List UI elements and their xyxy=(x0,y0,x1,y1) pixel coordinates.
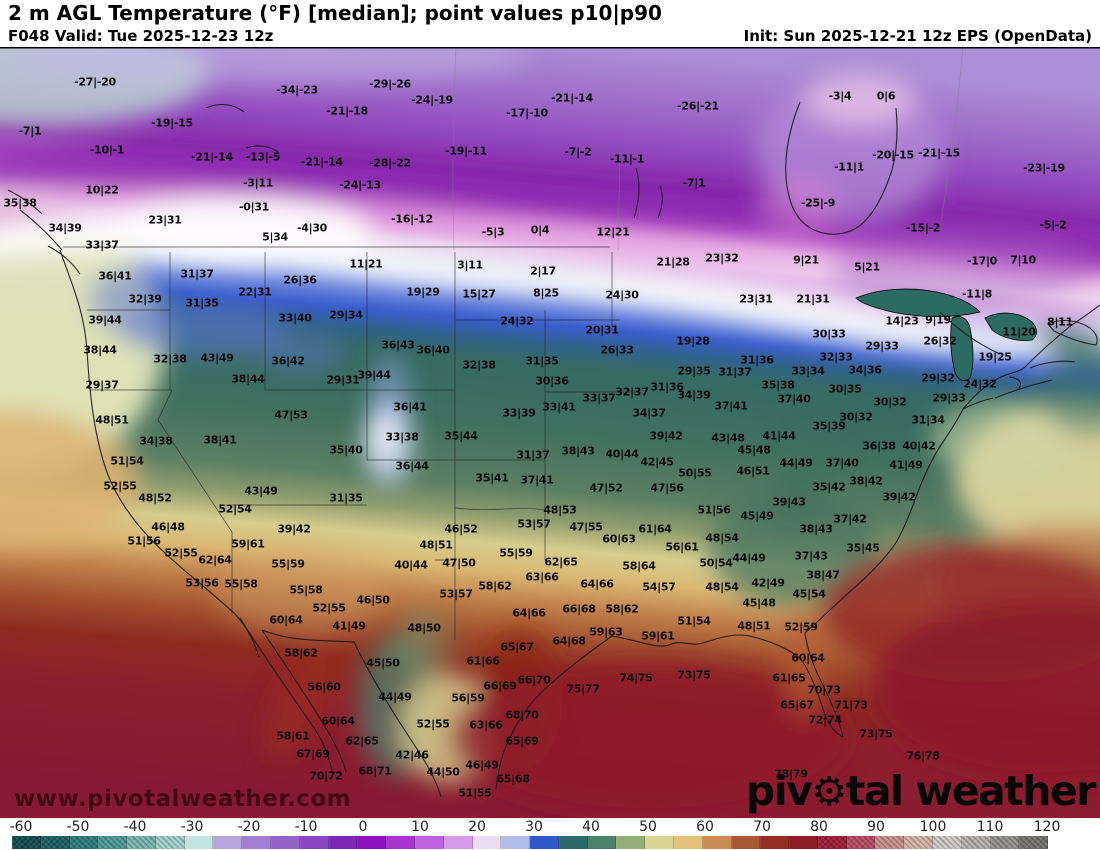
graticule-lines xyxy=(452,47,964,251)
colorbar-segment xyxy=(242,836,272,849)
gear-icon: ⚙ xyxy=(811,769,847,815)
colorbar-tick-label: 0 xyxy=(358,819,368,835)
colorbar-segment xyxy=(98,836,128,849)
airmass-overlays xyxy=(0,47,1100,816)
colorbar-tick-label: 60 xyxy=(696,819,714,835)
great-lakes xyxy=(855,288,1037,382)
colorbar: -60 -50 -40 -30 -20 -10 0 10 20 30 40 50 60 70 80 90 100… xyxy=(0,818,1100,850)
colorbar-segment xyxy=(530,836,559,849)
colorbar-tick-label: 80 xyxy=(810,819,828,835)
colorbar-segment xyxy=(587,836,617,849)
colorbar-segment xyxy=(817,836,847,849)
colorbar-segment xyxy=(904,836,933,849)
colorbar-tick-label: 70 xyxy=(753,819,771,835)
colorbar-tick-label: 90 xyxy=(867,819,885,835)
state-borders xyxy=(63,246,640,640)
colorbar-tick-label: 110 xyxy=(976,819,1004,835)
page-title: 2 m AGL Temperature (°F) [median]; point… xyxy=(8,1,662,25)
colorbar-segment xyxy=(645,836,674,849)
colorbar-tick-label: 20 xyxy=(468,819,486,835)
colorbar-tick-label: 30 xyxy=(525,819,543,835)
colorbar-segment xyxy=(846,836,876,849)
colorbar-segment xyxy=(40,836,70,849)
colorbar-segment xyxy=(155,836,185,849)
colorbar-tick-label: 50 xyxy=(639,819,657,835)
colorbar-tick-label: 40 xyxy=(582,819,600,835)
colorbar-segment xyxy=(789,836,818,849)
coastlines xyxy=(7,101,1100,798)
colorbar-segment xyxy=(472,836,502,849)
colorbar-tick-label: -60 xyxy=(9,819,33,835)
colorbar-segment xyxy=(328,836,358,849)
colorbar-tick-label: -10 xyxy=(294,819,318,835)
pivotal-weather-logo: piv⚙tal weather xyxy=(745,767,1097,815)
colorbar-tick-labels: -60 -50 -40 -30 -20 -10 0 10 20 30 40 50 60 70 80 90 100… xyxy=(0,818,1100,835)
logo-text-post: tal weather xyxy=(845,767,1097,815)
colorbar-tick-label: -40 xyxy=(123,819,147,835)
colorbar-segment xyxy=(731,836,761,849)
colorbar-segment xyxy=(760,836,790,849)
colorbar-segment xyxy=(702,836,732,849)
valid-time-label: F048 Valid: Tue 2025-12-23 12z xyxy=(8,27,274,45)
colorbar-segment xyxy=(501,836,531,849)
colorbar-segment xyxy=(443,836,473,849)
colorbar-segment xyxy=(933,836,962,849)
colorbar-segment xyxy=(69,836,99,849)
colorbar-tick-label: -30 xyxy=(180,819,204,835)
colorbar-tick-label: 10 xyxy=(411,819,429,835)
colorbar-segment xyxy=(127,836,156,849)
colorbar-tick-label: -20 xyxy=(237,819,261,835)
colorbar-segment xyxy=(414,836,444,849)
colorbar-segment xyxy=(990,836,1020,849)
colorbar-segment xyxy=(673,836,703,849)
colorbar-segment xyxy=(357,836,387,849)
colorbar-tick-label: 100 xyxy=(919,819,947,835)
colorbar-segment xyxy=(213,836,243,849)
colorbar-segment xyxy=(961,836,991,849)
colorbar-segment xyxy=(299,836,329,849)
logo-text-pre: piv xyxy=(745,767,813,815)
colorbar-segment xyxy=(386,836,415,849)
colorbar-segment xyxy=(271,836,300,849)
colorbar-segment xyxy=(184,836,214,849)
watermark-url: www.pivotalweather.com xyxy=(14,786,352,812)
map-top-border xyxy=(0,47,1100,49)
colorbar-segment xyxy=(12,836,41,849)
header: 2 m AGL Temperature (°F) [median]; point… xyxy=(0,0,1100,47)
colorbar-tick-label: 120 xyxy=(1033,819,1061,835)
colorbar-tick-label: -50 xyxy=(66,819,90,835)
colorbar-segment xyxy=(875,836,905,849)
init-time-label: Init: Sun 2025-12-21 12z EPS (OpenData) xyxy=(743,27,1092,45)
colorbar-gradient-strip xyxy=(12,836,1049,849)
colorbar-segment xyxy=(1019,836,1049,849)
colorbar-segment xyxy=(616,836,646,849)
colorbar-segment xyxy=(558,836,588,849)
